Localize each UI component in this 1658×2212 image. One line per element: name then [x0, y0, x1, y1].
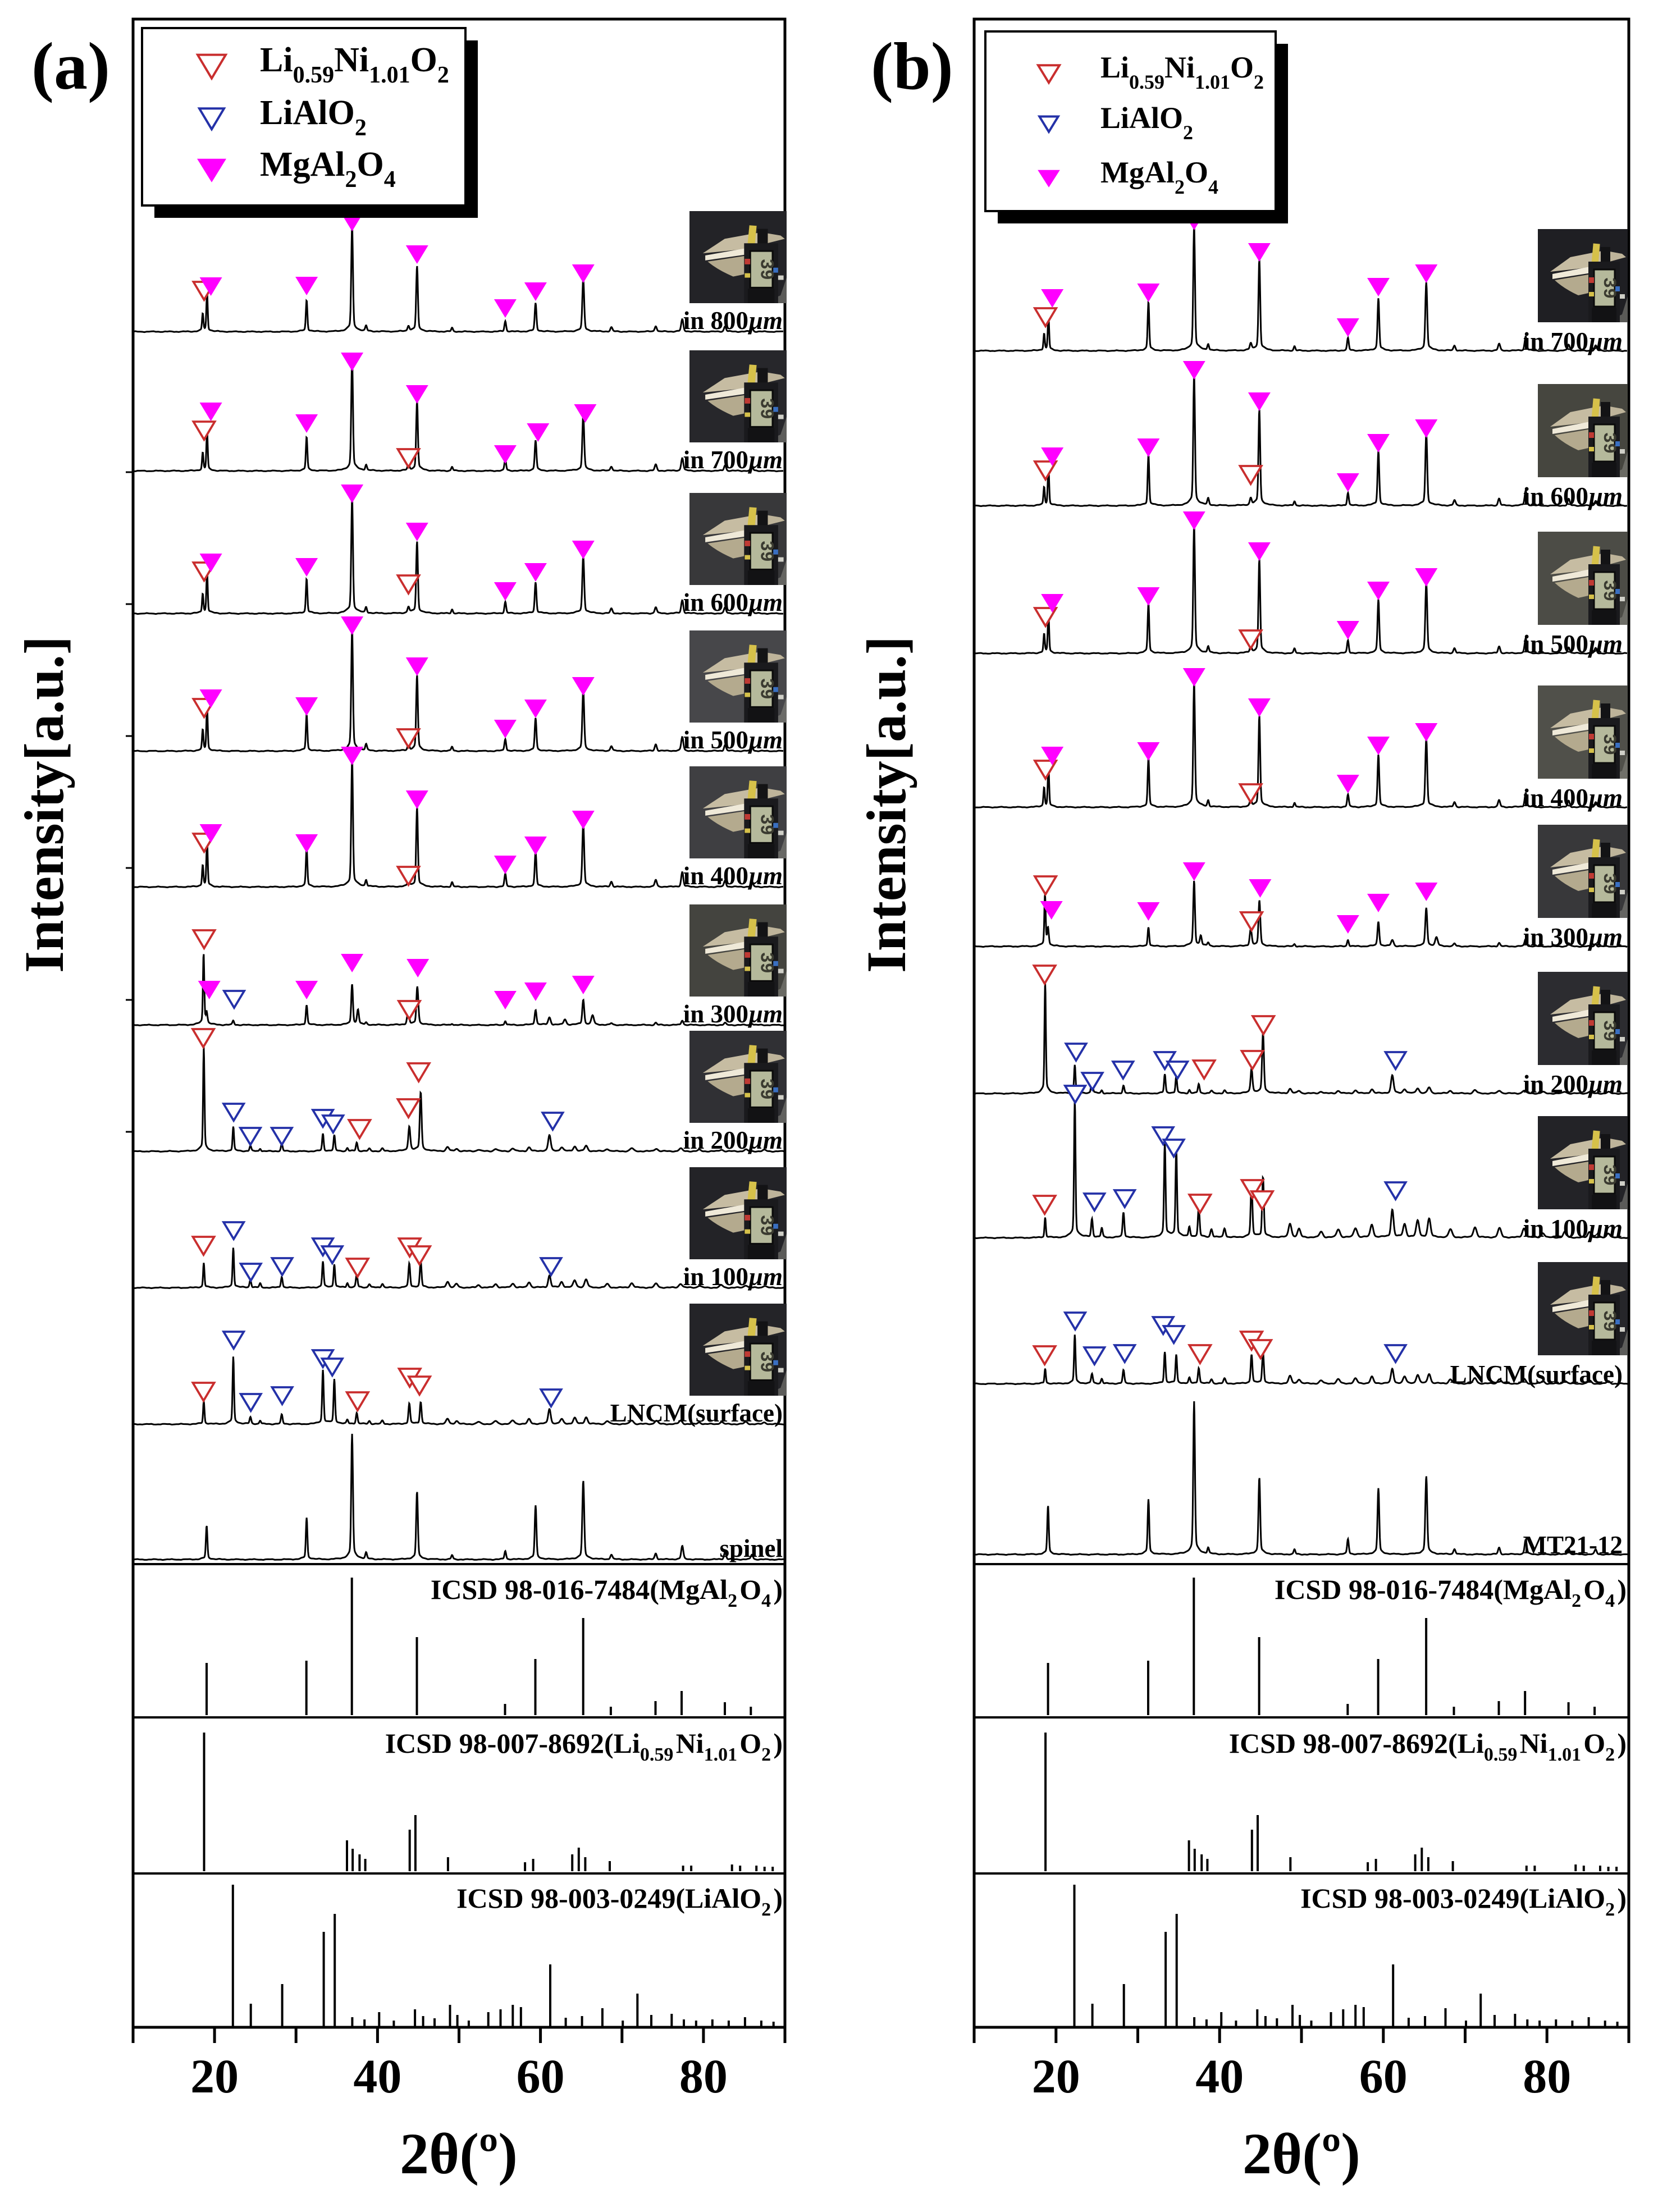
svg-text:60: 60	[1359, 2049, 1408, 2103]
svg-text:in 700µm: in 700µm	[683, 446, 783, 474]
svg-text:in 400µm: in 400µm	[683, 862, 783, 890]
svg-text:in 500µm: in 500µm	[683, 726, 783, 754]
svg-text:in 500µm: in 500µm	[1523, 630, 1623, 658]
svg-text:ICSD 98-003-0249(LiAlO2 ): ICSD 98-003-0249(LiAlO2 )	[456, 1882, 783, 1920]
svg-text:Intensity[a.u.]: Intensity[a.u.]	[855, 636, 917, 973]
svg-text:80: 80	[679, 2049, 728, 2103]
svg-text:ICSD 98-007-8692(Li0.59 Ni1.01: ICSD 98-007-8692(Li0.59 Ni1.01 O2 )	[385, 1727, 783, 1765]
svg-text:in 600µm: in 600µm	[1523, 482, 1623, 510]
svg-text:80: 80	[1523, 2049, 1571, 2103]
svg-text:in 200µm: in 200µm	[1523, 1070, 1623, 1098]
svg-text:LNCM(surface): LNCM(surface)	[610, 1399, 783, 1427]
svg-text:20: 20	[190, 2049, 239, 2103]
svg-text:ICSD 98-016-7484(MgAl2 O4 ): ICSD 98-016-7484(MgAl2 O4 )	[1275, 1574, 1627, 1611]
svg-text:in 300µm: in 300µm	[683, 1000, 783, 1028]
svg-text:MT21-12: MT21-12	[1523, 1531, 1623, 1559]
svg-text:in 400µm: in 400µm	[1523, 784, 1623, 812]
svg-text:in 700µm: in 700µm	[1523, 327, 1623, 355]
svg-text:spinel: spinel	[719, 1534, 783, 1562]
svg-text:in 100µm: in 100µm	[683, 1263, 783, 1291]
svg-text:2θ(º): 2θ(º)	[400, 2122, 518, 2186]
svg-text:in 300µm: in 300µm	[1523, 923, 1623, 951]
svg-text:2θ(º): 2θ(º)	[1243, 2122, 1360, 2186]
svg-text:20: 20	[1032, 2049, 1080, 2103]
svg-text:in 100µm: in 100µm	[1523, 1214, 1623, 1242]
svg-text:(b): (b)	[871, 29, 953, 103]
svg-text:Intensity[a.u.]: Intensity[a.u.]	[13, 636, 75, 973]
svg-text:40: 40	[353, 2049, 401, 2103]
svg-text:40: 40	[1195, 2049, 1244, 2103]
svg-text:(a): (a)	[31, 29, 110, 103]
svg-text:LNCM(surface): LNCM(surface)	[1450, 1360, 1623, 1388]
svg-text:ICSD 98-003-0249(LiAlO2 ): ICSD 98-003-0249(LiAlO2 )	[1300, 1882, 1627, 1920]
svg-text:ICSD 98-016-7484(MgAl2 O4 ): ICSD 98-016-7484(MgAl2 O4 )	[431, 1574, 783, 1611]
svg-text:in 200µm: in 200µm	[683, 1126, 783, 1154]
svg-text:60: 60	[517, 2049, 565, 2103]
svg-text:in 800µm: in 800µm	[683, 307, 783, 335]
svg-text:in 600µm: in 600µm	[683, 588, 783, 616]
svg-text:ICSD 98-007-8692(Li0.59 Ni1.01: ICSD 98-007-8692(Li0.59 Ni1.01 O2 )	[1229, 1727, 1627, 1765]
